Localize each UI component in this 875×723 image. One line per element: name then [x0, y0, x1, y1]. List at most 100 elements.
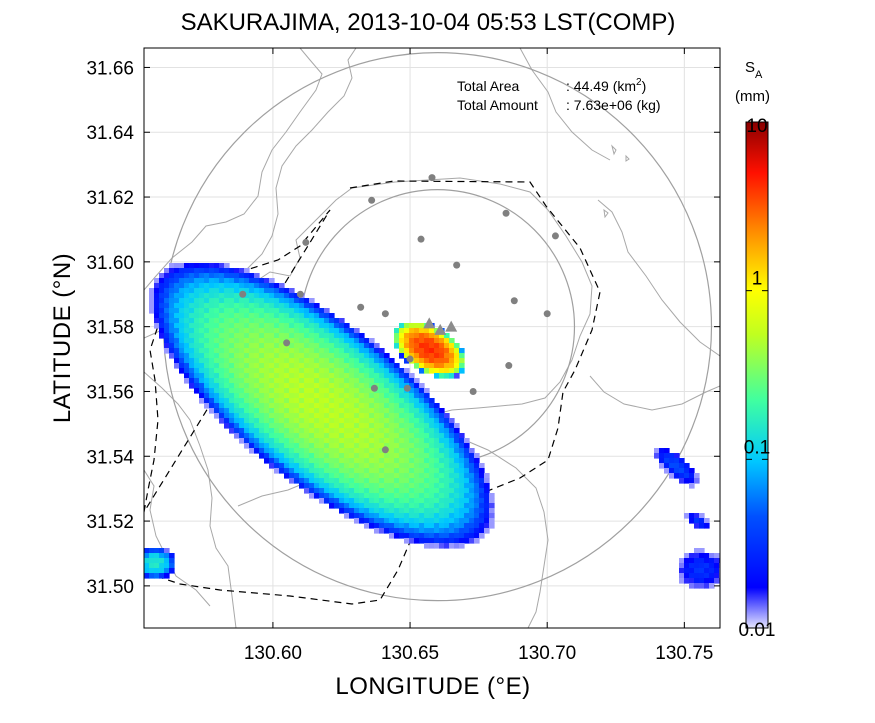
heat-cell: [289, 403, 295, 409]
heat-cell: [374, 388, 380, 394]
heat-cell: [259, 383, 265, 389]
heat-cell: [339, 398, 345, 404]
heat-cell: [164, 343, 170, 349]
heat-cell: [194, 353, 200, 359]
heat-cell: [334, 488, 340, 494]
heat-cell: [314, 358, 320, 364]
heat-cell: [234, 378, 240, 384]
heat-cell: [334, 393, 340, 399]
heat-cell: [249, 413, 255, 419]
heat-cell: [399, 428, 405, 434]
heat-cell: [659, 463, 665, 469]
heat-cell: [424, 543, 430, 549]
heat-cell: [194, 383, 200, 389]
heat-cell: [389, 493, 395, 499]
heat-cell: [444, 518, 450, 524]
heat-cell: [439, 493, 445, 499]
heat-cell: [219, 268, 225, 274]
heat-cell: [349, 468, 355, 474]
heat-cell: [314, 443, 320, 449]
heat-cell: [299, 318, 305, 324]
heat-cell: [689, 583, 695, 589]
heat-cell: [339, 503, 345, 509]
heat-cell: [214, 363, 220, 369]
x-tick-label: 130.65: [381, 643, 439, 664]
heat-cell: [309, 463, 315, 469]
heat-cell: [374, 428, 380, 434]
heat-cell: [349, 408, 355, 414]
heat-cell: [239, 353, 245, 359]
heat-cell: [239, 403, 245, 409]
heat-cell: [359, 403, 365, 409]
heat-cell: [194, 288, 200, 294]
heat-cell: [229, 338, 235, 344]
heat-cell: [254, 408, 260, 414]
colorbar-title: SA: [745, 59, 763, 81]
heat-cell: [339, 508, 345, 514]
heat-cell: [454, 438, 460, 444]
heat-cell: [429, 433, 435, 439]
heat-cell: [329, 453, 335, 459]
heat-cell: [369, 353, 375, 359]
heat-cell: [489, 513, 495, 519]
heat-cell: [194, 368, 200, 374]
heat-cell: [454, 448, 460, 454]
heat-cell: [214, 348, 220, 354]
heat-cell: [179, 328, 185, 334]
x-ticks: 130.60 130.65 130.70 130.75: [244, 48, 713, 664]
heat-cell: [209, 278, 215, 284]
heat-cell: [349, 423, 355, 429]
heat-cell: [419, 323, 425, 329]
heat-cell: [309, 328, 315, 334]
heat-cell: [384, 388, 390, 394]
heat-cell: [359, 348, 365, 354]
heat-cell: [294, 393, 300, 399]
heat-cell: [369, 408, 375, 414]
heat-cell: [174, 323, 180, 329]
heat-cell: [254, 393, 260, 399]
heat-cell: [164, 283, 170, 289]
heat-cell: [244, 393, 250, 399]
heat-cell: [379, 413, 385, 419]
heat-cell: [344, 458, 350, 464]
heat-cell: [459, 463, 465, 469]
heat-cell: [429, 423, 435, 429]
heat-cell: [304, 348, 310, 354]
heat-cell: [279, 438, 285, 444]
heat-cell: [449, 503, 455, 509]
heat-cell: [449, 433, 455, 439]
heat-cell: [209, 318, 215, 324]
heat-cell: [194, 328, 200, 334]
heat-cell: [694, 568, 700, 574]
heat-cell: [409, 353, 415, 359]
heat-cell: [429, 543, 435, 549]
heat-cell: [289, 353, 295, 359]
heat-cell: [244, 433, 250, 439]
heat-cell: [334, 383, 340, 389]
heat-cell: [154, 573, 160, 579]
heat-cell: [399, 533, 405, 539]
heat-cell: [414, 378, 420, 384]
heat-cell: [344, 498, 350, 504]
heat-cell: [389, 393, 395, 399]
heat-cell: [279, 348, 285, 354]
station-marker: [368, 196, 376, 204]
heat-cell: [364, 443, 370, 449]
heat-cell: [179, 308, 185, 314]
heat-cell: [384, 443, 390, 449]
heat-cell: [274, 333, 280, 339]
heat-cell: [389, 473, 395, 479]
heat-cell: [159, 328, 165, 334]
heat-cell: [439, 498, 445, 504]
heat-cell: [264, 308, 270, 314]
heat-cell: [329, 483, 335, 489]
heat-cell: [354, 443, 360, 449]
heat-cell: [404, 333, 410, 339]
heat-cell: [314, 338, 320, 344]
heat-cell: [234, 423, 240, 429]
heat-cell: [479, 473, 485, 479]
heat-cell: [164, 313, 170, 319]
heat-cell: [694, 548, 700, 554]
heat-cell: [274, 448, 280, 454]
heat-cell: [234, 358, 240, 364]
